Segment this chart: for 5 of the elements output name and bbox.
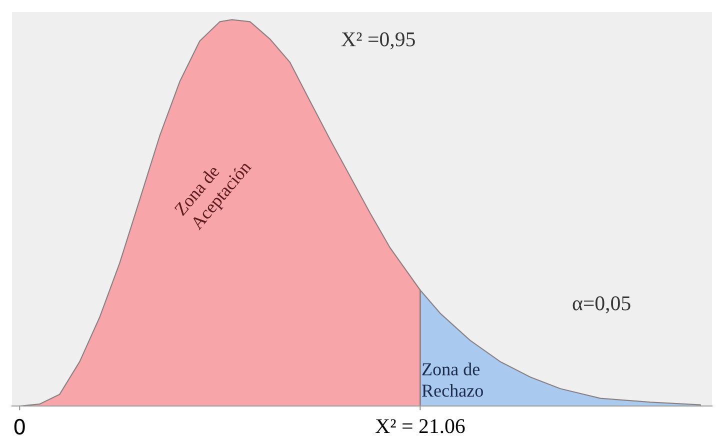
x-tick-label: X² = 21.06 xyxy=(376,419,465,434)
annotation: X² =0,95 xyxy=(341,32,415,50)
annotation: α=0,05 xyxy=(572,296,630,314)
x-tick-label: 0 xyxy=(14,418,25,435)
annotation: Zona de Rechazo xyxy=(422,362,483,397)
